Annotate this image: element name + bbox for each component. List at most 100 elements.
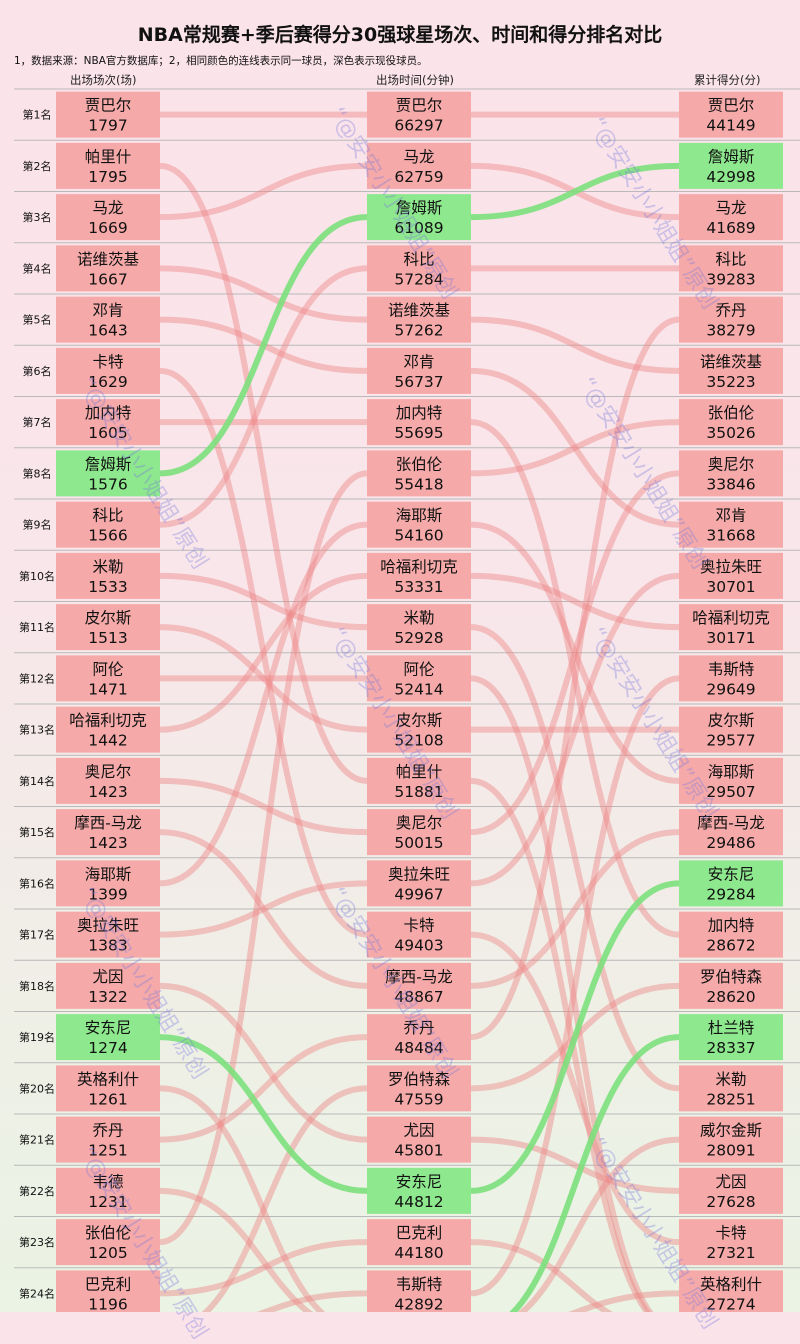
connector-line bbox=[468, 624, 682, 1092]
player-box-bg bbox=[56, 1167, 160, 1214]
connector-line bbox=[468, 1136, 682, 1194]
player-box: 卡特 27321 bbox=[679, 1219, 783, 1266]
player-box: 米勒 28251 bbox=[679, 1065, 783, 1112]
player-name: 乔丹 bbox=[715, 302, 746, 320]
player-value: 48867 bbox=[394, 988, 443, 1006]
player-value: 62759 bbox=[394, 168, 443, 186]
player-box: 摩西-马龙 29486 bbox=[679, 809, 783, 856]
player-box: 安东尼 29284 bbox=[679, 860, 783, 907]
rank-label: 第9名 bbox=[23, 518, 52, 532]
player-name: 哈福利切克 bbox=[380, 558, 458, 576]
player-box-bg bbox=[367, 757, 471, 804]
rank-label: 第8名 bbox=[23, 466, 52, 480]
player-box-bg bbox=[367, 296, 471, 343]
player-name: 邓肯 bbox=[403, 353, 434, 371]
player-name: 海耶斯 bbox=[708, 763, 755, 781]
player-box-bg bbox=[367, 911, 471, 958]
player-box: 海耶斯 54160 bbox=[367, 501, 471, 548]
player-box-bg bbox=[367, 194, 471, 241]
player-name: 詹姆斯 bbox=[708, 148, 755, 166]
player-name: 米勒 bbox=[403, 609, 434, 627]
player-box: 皮尔斯 1513 bbox=[56, 604, 160, 651]
connector-line bbox=[157, 265, 370, 323]
player-name: 贾巴尔 bbox=[396, 97, 443, 115]
rank-label: 第24名 bbox=[19, 1286, 55, 1300]
player-box-bg bbox=[679, 1014, 783, 1061]
player-box-bg bbox=[56, 911, 160, 958]
player-box: 帕里什 51881 bbox=[367, 757, 471, 804]
player-value: 1605 bbox=[88, 424, 127, 442]
player-box-bg bbox=[56, 655, 160, 702]
player-name: 米勒 bbox=[92, 558, 123, 576]
player-box-bg bbox=[679, 142, 783, 189]
player-name: 奥拉朱旺 bbox=[700, 558, 762, 576]
connector-line bbox=[157, 1034, 370, 1143]
rank-label: 第5名 bbox=[23, 313, 52, 327]
rank-label: 第18名 bbox=[19, 979, 55, 993]
connector-line bbox=[157, 572, 370, 631]
rank-label: 第10名 bbox=[19, 569, 55, 583]
player-box: 阿伦 1471 bbox=[56, 655, 160, 702]
player-box: 马龙 1669 bbox=[56, 194, 160, 241]
connector-line bbox=[157, 1085, 326, 1312]
connector-line bbox=[517, 1136, 682, 1312]
player-box-bg bbox=[367, 552, 471, 599]
rank-label: 第1名 bbox=[23, 108, 52, 122]
player-box: 加内特 1605 bbox=[56, 399, 160, 446]
player-box: 皮尔斯 29577 bbox=[679, 706, 783, 753]
player-value: 55695 bbox=[394, 424, 443, 442]
player-value: 1274 bbox=[88, 1039, 127, 1057]
player-name: 阿伦 bbox=[403, 660, 435, 678]
player-name: 英格利什 bbox=[700, 1275, 762, 1293]
player-box: 张伯伦 55418 bbox=[367, 450, 471, 497]
player-box: 哈福利切克 30171 bbox=[679, 604, 783, 651]
player-box-bg bbox=[56, 604, 160, 651]
player-box-bg bbox=[679, 194, 783, 241]
player-name: 卡特 bbox=[92, 353, 123, 371]
col-header-points: 累计得分(分) bbox=[694, 73, 761, 87]
player-value: 30701 bbox=[706, 578, 755, 596]
connector-line bbox=[468, 162, 682, 221]
connector-line bbox=[468, 572, 682, 887]
player-box-bg bbox=[679, 604, 783, 651]
player-box-bg bbox=[367, 706, 471, 753]
player-value: 28620 bbox=[706, 988, 755, 1006]
connector-line bbox=[468, 367, 682, 528]
player-box: 英格利什 27274 bbox=[679, 1270, 783, 1312]
player-value: 1643 bbox=[88, 322, 127, 340]
player-name: 科比 bbox=[715, 250, 746, 268]
player-box-bg bbox=[367, 450, 471, 497]
player-name: 乔丹 bbox=[403, 1019, 434, 1037]
rank-label: 第6名 bbox=[23, 364, 52, 378]
connector-line bbox=[157, 880, 370, 938]
player-box-bg bbox=[367, 1270, 471, 1312]
connector-line bbox=[157, 829, 370, 989]
player-box: 诺维茨基 57262 bbox=[367, 296, 471, 343]
player-value: 44180 bbox=[394, 1244, 443, 1262]
player-box: 卡特 1629 bbox=[56, 347, 160, 394]
row-separators bbox=[14, 88, 800, 1269]
player-box-bg bbox=[679, 860, 783, 907]
player-box-bg bbox=[56, 347, 160, 394]
connector-line bbox=[468, 470, 682, 836]
player-value: 45801 bbox=[394, 1142, 443, 1160]
player-value: 1795 bbox=[88, 168, 127, 186]
player-box: 詹姆斯 61089 bbox=[367, 194, 471, 241]
player-box-bg bbox=[367, 1014, 471, 1061]
player-box-bg bbox=[56, 1270, 160, 1312]
rank-label: 第2名 bbox=[23, 159, 52, 173]
player-box: 米勒 52928 bbox=[367, 604, 471, 651]
player-value: 42998 bbox=[706, 168, 755, 186]
player-box-bg bbox=[679, 245, 783, 292]
player-box: 安东尼 44812 bbox=[367, 1167, 471, 1214]
player-box: 罗伯特森 28620 bbox=[679, 962, 783, 1009]
player-value: 28251 bbox=[706, 1090, 755, 1108]
player-name: 邓肯 bbox=[92, 302, 123, 320]
player-box-bg bbox=[56, 245, 160, 292]
player-box: 奥拉朱旺 49967 bbox=[367, 860, 471, 907]
player-name: 乔丹 bbox=[92, 1122, 123, 1140]
player-box: 詹姆斯 1576 bbox=[56, 450, 160, 497]
player-name: 马龙 bbox=[715, 199, 746, 217]
player-box-bg bbox=[56, 450, 160, 497]
connector-line bbox=[468, 675, 682, 1297]
